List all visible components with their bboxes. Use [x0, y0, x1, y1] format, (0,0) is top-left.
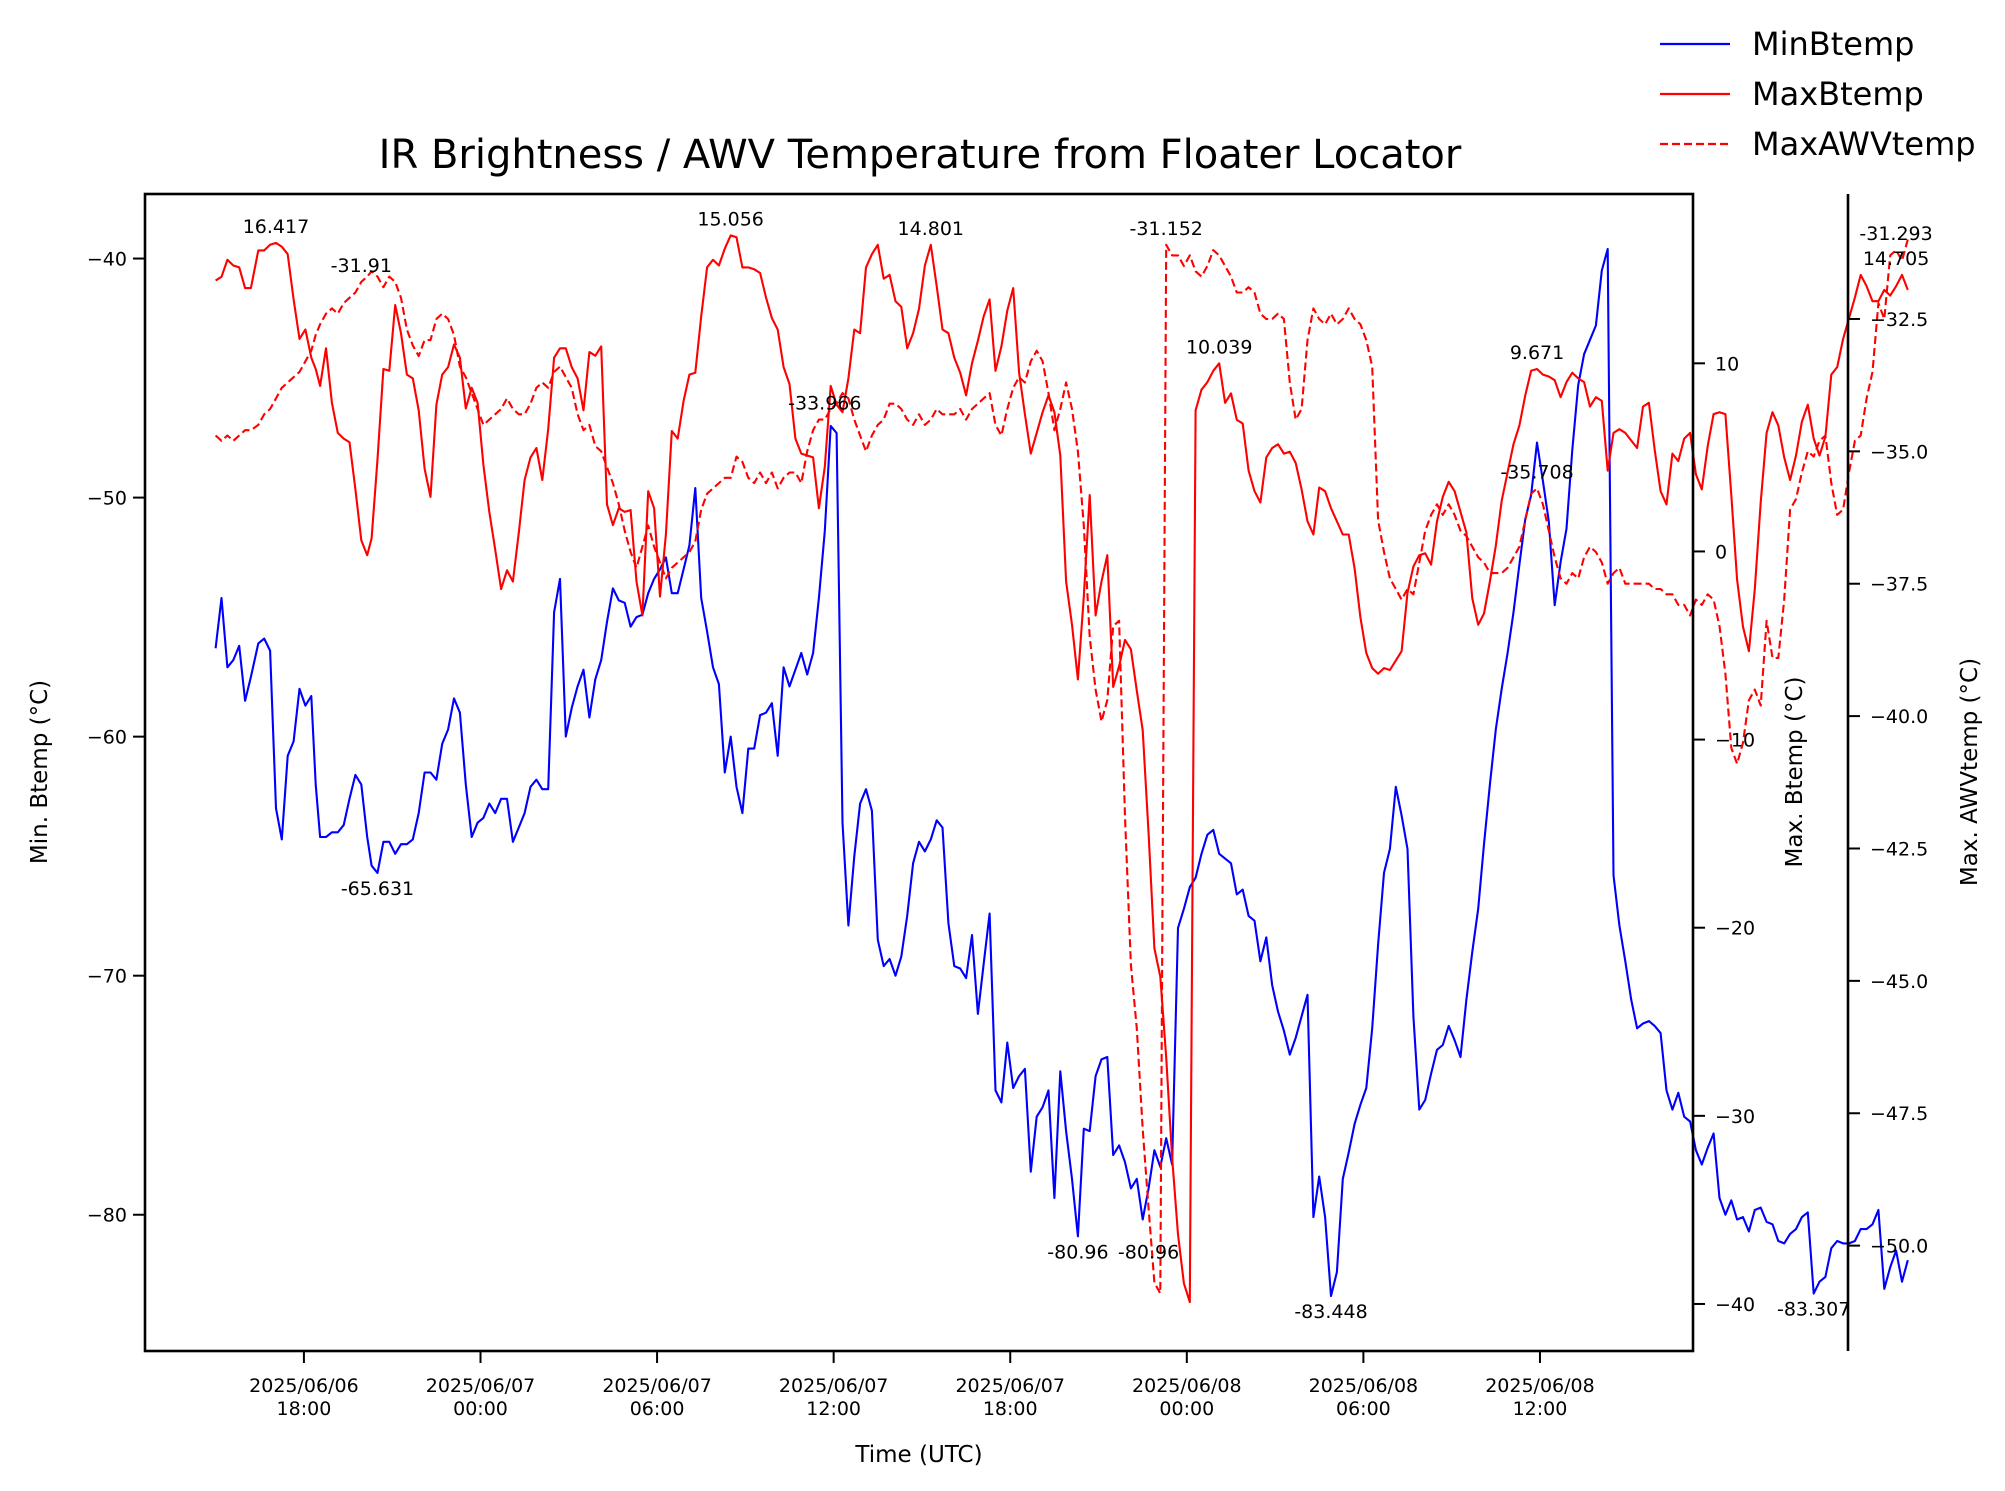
- data-label: 9.671: [1510, 342, 1564, 364]
- left-tick-label: −80: [87, 1205, 127, 1227]
- data-label: 10.039: [1186, 336, 1252, 358]
- data-label: -31.293: [1859, 223, 1932, 245]
- data-label: 15.056: [697, 208, 763, 230]
- data-label: 14.705: [1863, 248, 1929, 270]
- left-tick-label: −50: [87, 488, 127, 510]
- right1-tick-label: 10: [1715, 353, 1739, 375]
- x-tick-label-date: 2025/06/08: [1485, 1375, 1595, 1397]
- axis-ticks: 2025/06/0618:002025/06/0700:002025/06/07…: [87, 249, 1928, 1420]
- x-tick-label-time: 06:00: [630, 1398, 685, 1420]
- data-label: 14.801: [898, 218, 964, 240]
- x-tick-label-time: 12:00: [806, 1398, 861, 1420]
- data-label: -35.708: [1500, 461, 1573, 483]
- right1-tick-label: −40: [1715, 1294, 1755, 1316]
- data-label: -83.448: [1294, 1301, 1367, 1323]
- right2-tick-label: −45.0: [1870, 971, 1928, 993]
- x-tick-label-time: 00:00: [1159, 1398, 1214, 1420]
- x-tick-label-time: 06:00: [1336, 1398, 1391, 1420]
- x-tick-label-date: 2025/06/07: [955, 1375, 1065, 1397]
- right2-tick-label: −35.0: [1870, 441, 1928, 463]
- data-label: -65.631: [341, 878, 414, 900]
- plot-frame: [143, 192, 1695, 1353]
- right1-tick-label: −20: [1715, 918, 1755, 940]
- left-tick-label: −40: [87, 249, 127, 271]
- right2-tick-label: −47.5: [1870, 1103, 1928, 1125]
- plot-area: 16.417 -31.91 -65.631 15.056 -33.966 14.801 -8…: [214, 208, 1933, 1323]
- x-tick-label-time: 12:00: [1513, 1398, 1568, 1420]
- data-label: -80.96: [1047, 1241, 1108, 1263]
- legend-label-maxbtemp: MaxBtemp: [1752, 75, 1924, 113]
- x-tick-label-date: 2025/06/07: [426, 1375, 536, 1397]
- right2-tick-label: −42.5: [1870, 838, 1928, 860]
- left-tick-label: −70: [87, 966, 127, 988]
- right2-tick-label: −37.5: [1870, 574, 1928, 596]
- legend-label-minbtemp: MinBtemp: [1752, 25, 1914, 63]
- x-tick-label-date: 2025/06/06: [249, 1375, 359, 1397]
- series-line-maxawvtemp: [214, 239, 1909, 1295]
- data-label: -33.966: [788, 393, 861, 415]
- legend-label-maxawvtemp: MaxAWVtemp: [1752, 125, 1976, 163]
- right1-tick-label: 0: [1715, 541, 1727, 563]
- data-label: -31.152: [1130, 218, 1203, 240]
- x-tick-label-time: 18:00: [277, 1398, 332, 1420]
- x-axis-label: Time (UTC): [854, 1442, 982, 1468]
- right1-tick-label: −30: [1715, 1106, 1755, 1128]
- right2-tick-label: −50.0: [1870, 1236, 1928, 1258]
- legend: MinBtemp MaxBtemp MaxAWVtemp: [1660, 25, 1976, 163]
- data-label: -31.91: [331, 255, 392, 277]
- right1-tick-label: −10: [1715, 730, 1755, 752]
- chart-title: IR Brightness / AWV Temperature from Flo…: [379, 132, 1462, 178]
- left-axis-label: Min. Btemp (°C): [27, 680, 53, 864]
- x-tick-label-date: 2025/06/07: [602, 1375, 712, 1397]
- x-tick-label-time: 18:00: [983, 1398, 1038, 1420]
- data-label: -80.96: [1118, 1241, 1179, 1263]
- right2-tick-label: −32.5: [1870, 309, 1928, 331]
- series-line-maxbtemp: [215, 234, 1909, 1304]
- x-tick-label-date: 2025/06/08: [1132, 1375, 1242, 1397]
- right2-axis-label: Max. AWVtemp (°C): [1957, 658, 1983, 886]
- data-label: -83.307: [1777, 1299, 1850, 1321]
- right2-tick-label: −40.0: [1870, 706, 1928, 728]
- data-label: 16.417: [243, 216, 309, 238]
- x-tick-label-date: 2025/06/08: [1309, 1375, 1419, 1397]
- x-tick-label-time: 00:00: [453, 1398, 508, 1420]
- series-line-minbtemp: [214, 247, 1909, 1298]
- right1-axis-label: Max. Btemp (°C): [1782, 677, 1808, 868]
- x-tick-label-date: 2025/06/07: [779, 1375, 889, 1397]
- left-tick-label: −60: [87, 727, 127, 749]
